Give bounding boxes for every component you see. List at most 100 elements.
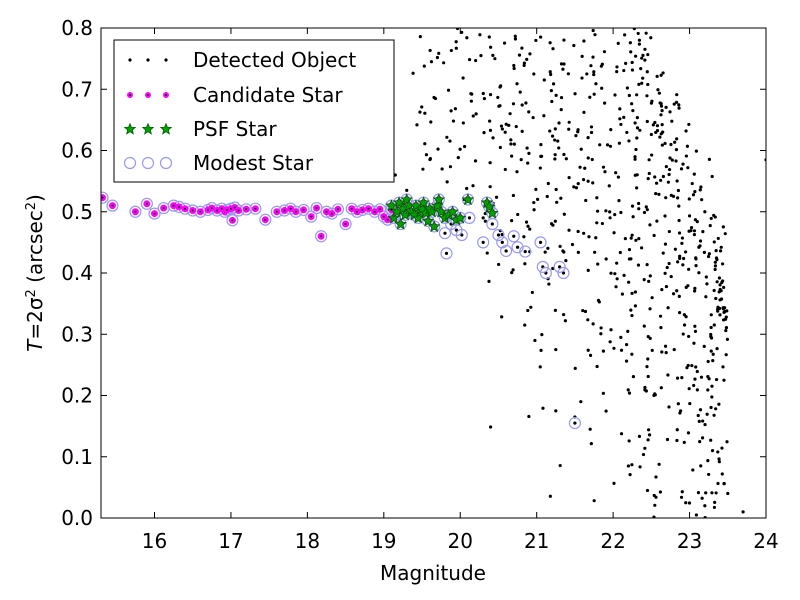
- detected-object-point: [724, 328, 728, 333]
- legend-marker: [159, 156, 173, 170]
- detected-object-point: [635, 136, 639, 140]
- detected-object-point: [713, 264, 718, 268]
- detected-object-point: [663, 242, 668, 246]
- detected-object-point: [648, 274, 652, 278]
- detected-object-point: [488, 128, 493, 132]
- detected-object-point: [714, 249, 718, 253]
- legend-marker: [146, 58, 150, 62]
- detected-object-point: [702, 344, 706, 348]
- detected-object-point: [471, 114, 475, 118]
- detected-object-point: [629, 236, 633, 240]
- detected-object-point: [667, 405, 671, 409]
- x-tick-label: 24: [753, 529, 778, 553]
- detected-object-point: [712, 505, 717, 510]
- detected-object-point: [634, 147, 638, 152]
- detected-object-point: [554, 93, 558, 97]
- detected-object-point: [515, 245, 520, 249]
- detected-object-point: [563, 319, 568, 323]
- detected-object-point: [677, 218, 681, 223]
- detected-object-point: [687, 334, 691, 339]
- detected-object-point: [627, 93, 631, 98]
- detected-object-point: [655, 74, 659, 78]
- detected-object-point: [596, 262, 600, 266]
- detected-object-point: [675, 376, 680, 380]
- modest-star-point: [148, 207, 161, 220]
- detected-object-point: [405, 188, 409, 192]
- detected-object-point: [677, 294, 681, 298]
- x-tick-label: 18: [295, 529, 320, 553]
- detected-object-point: [440, 167, 444, 171]
- candidate-star-center: [356, 210, 359, 213]
- x-tick-label: 19: [371, 529, 396, 553]
- detected-object-point: [558, 244, 562, 248]
- detected-object-point: [553, 157, 557, 161]
- detected-object-point: [616, 41, 620, 45]
- detected-object-point: [652, 493, 656, 498]
- detected-object-point: [553, 138, 557, 142]
- detected-object-point: [411, 71, 415, 75]
- modest-star-point: [440, 247, 453, 260]
- detected-object-point: [649, 132, 653, 137]
- detected-object-point: [415, 123, 419, 127]
- detected-object-point: [546, 181, 550, 186]
- detected-object-point: [512, 63, 516, 68]
- detected-object-point: [503, 130, 507, 134]
- detected-object-point: [716, 481, 720, 486]
- detected-object-point: [601, 165, 606, 169]
- detected-object-point: [719, 245, 723, 249]
- detected-object-point: [512, 66, 516, 71]
- detected-object-point: [627, 248, 632, 252]
- detected-object-point: [690, 363, 694, 368]
- detected-object-point: [661, 251, 665, 255]
- detected-object-point: [713, 215, 717, 219]
- detected-object-point: [655, 124, 660, 128]
- detected-object-point: [663, 344, 668, 348]
- detected-object-point: [460, 233, 464, 237]
- detected-object-point: [718, 283, 722, 287]
- detected-object-point: [691, 193, 696, 197]
- detected-object-point: [500, 315, 504, 319]
- detected-object-point: [497, 104, 501, 108]
- detected-object-point: [709, 405, 713, 410]
- detected-object-point: [667, 167, 672, 172]
- detected-object-point: [548, 129, 552, 133]
- detected-object-point: [721, 306, 725, 310]
- detected-object-point: [670, 119, 674, 123]
- detected-object-point: [530, 290, 534, 295]
- detected-object-point: [643, 47, 647, 51]
- detected-object-point: [608, 144, 613, 148]
- candidate-star-center: [310, 215, 313, 218]
- candidate-star-center: [264, 218, 267, 221]
- detected-object-point: [681, 332, 685, 336]
- detected-object-point: [429, 120, 433, 124]
- detected-object-point: [649, 101, 654, 105]
- detected-object-point: [687, 197, 691, 201]
- detected-object-point: [700, 198, 704, 202]
- detected-object-point: [443, 231, 447, 235]
- detected-object-point: [591, 28, 595, 33]
- detected-object-point: [449, 109, 453, 113]
- detected-object-point: [589, 130, 594, 135]
- detected-object-point: [666, 373, 670, 377]
- detected-object-point: [523, 262, 527, 266]
- detected-object-point: [527, 110, 531, 114]
- detected-object-point: [599, 332, 603, 336]
- detected-object-point: [641, 76, 645, 80]
- detected-object-point: [497, 262, 501, 267]
- detected-object-point: [422, 64, 426, 68]
- detected-object-point: [677, 231, 682, 235]
- candidate-star-center: [330, 212, 333, 215]
- y-tick-label: 0.0: [61, 506, 93, 530]
- detected-object-point: [675, 179, 679, 183]
- detected-object-point: [520, 46, 524, 50]
- detected-object-point: [553, 153, 557, 157]
- detected-object-point: [646, 438, 650, 442]
- modest-star-point: [305, 210, 318, 223]
- detected-object-point: [514, 125, 518, 129]
- detected-object-point: [599, 326, 603, 330]
- detected-object-point: [653, 503, 657, 507]
- detected-object-point: [626, 464, 631, 468]
- detected-object-point: [681, 263, 685, 267]
- detected-object-point: [582, 110, 586, 114]
- detected-object-point: [641, 53, 645, 57]
